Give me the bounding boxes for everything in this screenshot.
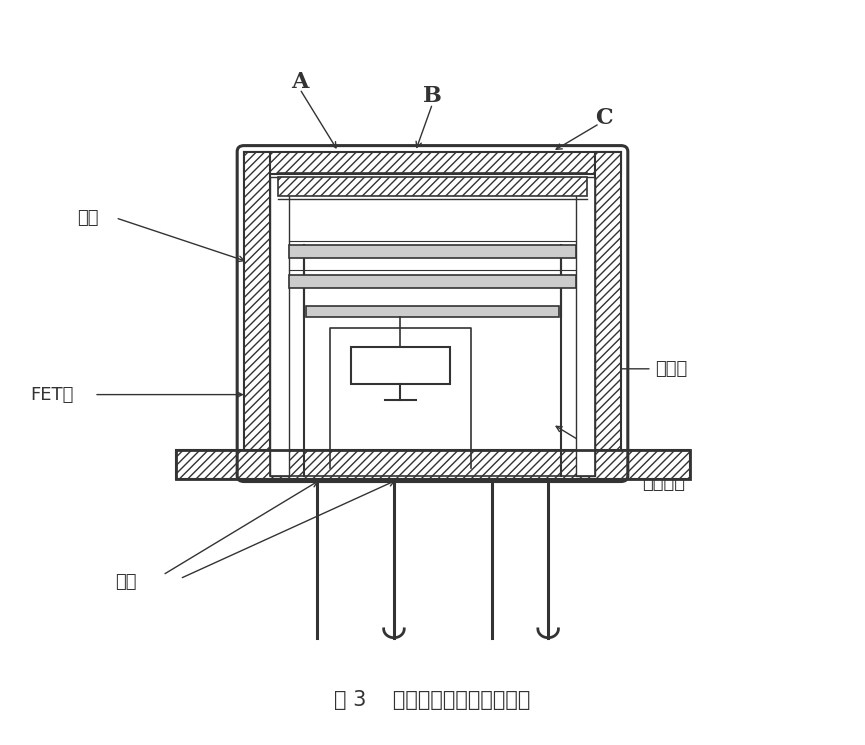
Bar bbox=[595, 151, 621, 475]
Text: 电路元件: 电路元件 bbox=[643, 474, 685, 492]
Bar bbox=[244, 151, 621, 174]
Text: B: B bbox=[423, 85, 442, 107]
Bar bbox=[305, 306, 560, 317]
Text: 外壳: 外壳 bbox=[77, 209, 99, 226]
Bar bbox=[576, 177, 595, 475]
Bar bbox=[279, 177, 586, 196]
Bar bbox=[270, 174, 595, 475]
Text: C: C bbox=[595, 107, 612, 130]
Bar bbox=[176, 450, 689, 479]
Bar bbox=[289, 245, 576, 259]
Text: 图 3    热释电红外传感器结构图: 图 3 热释电红外传感器结构图 bbox=[334, 691, 531, 710]
Text: FET管: FET管 bbox=[30, 386, 74, 404]
Text: 支承环: 支承环 bbox=[655, 360, 688, 378]
Bar bbox=[270, 174, 595, 475]
Bar bbox=[244, 151, 270, 475]
Text: A: A bbox=[291, 71, 309, 92]
Text: 引脚: 引脚 bbox=[116, 574, 137, 592]
Bar bbox=[176, 450, 689, 479]
Bar bbox=[270, 177, 289, 475]
Bar bbox=[351, 346, 450, 384]
Bar bbox=[289, 274, 576, 288]
